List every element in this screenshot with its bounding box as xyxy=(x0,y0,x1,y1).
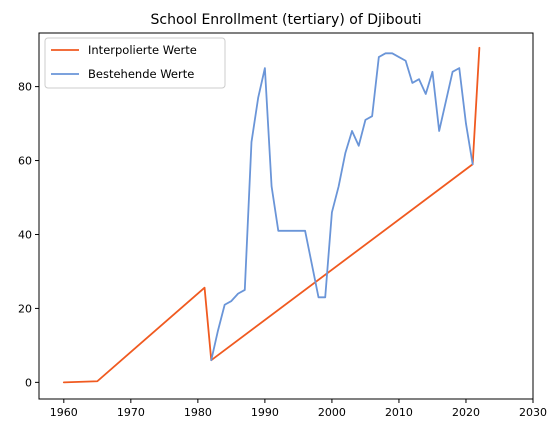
x-tick-label: 2020 xyxy=(452,406,480,419)
y-tick-label: 80 xyxy=(18,81,32,94)
y-tick-label: 0 xyxy=(25,376,32,389)
legend-label-existing: Bestehende Werte xyxy=(88,67,194,81)
x-tick-label: 1960 xyxy=(50,406,78,419)
x-tick-label: 1990 xyxy=(251,406,279,419)
x-tick-label: 1970 xyxy=(117,406,145,419)
series-lines xyxy=(62,46,481,384)
legend-label-interpolated: Interpolierte Werte xyxy=(88,43,197,57)
legend: Interpolierte Werte Bestehende Werte xyxy=(44,37,226,89)
y-tick-label: 60 xyxy=(18,155,32,168)
x-tick-label: 2000 xyxy=(318,406,346,419)
series-line-interpolated xyxy=(62,46,481,384)
series-line-existing xyxy=(210,52,474,362)
x-axis: 1960 1970 1980 1990 2000 2010 2020 2030 xyxy=(50,399,547,419)
x-tick-label: 2030 xyxy=(519,406,547,419)
x-tick-label: 2010 xyxy=(385,406,413,419)
y-tick-label: 20 xyxy=(18,302,32,315)
plot-area-frame xyxy=(38,32,534,400)
x-tick-label: 1980 xyxy=(184,406,212,419)
y-axis: 0 20 40 60 80 xyxy=(18,81,39,389)
legend-box xyxy=(44,37,226,89)
y-tick-label: 40 xyxy=(18,228,32,241)
chart-title: School Enrollment (tertiary) of Djibouti xyxy=(151,12,422,28)
